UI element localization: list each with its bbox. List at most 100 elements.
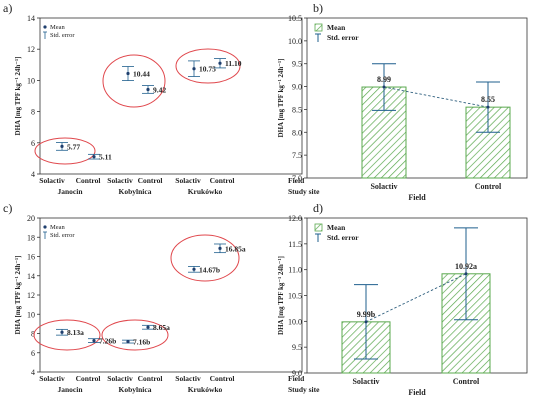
legend-entry: Std. error	[327, 233, 359, 242]
x-category-label: Solactiv	[175, 374, 201, 383]
y-tick-label: 9.0	[292, 369, 302, 378]
mean-point	[464, 272, 468, 276]
y-tick-label: 10.5	[288, 292, 302, 301]
data-label: 10.92a	[455, 262, 477, 271]
x-category-label: Control	[210, 374, 235, 383]
panel-label: d)	[313, 201, 323, 215]
x-group-label: Janocin	[57, 187, 83, 196]
x-tail-label: Field	[288, 176, 305, 185]
x-category-label: Control	[76, 176, 101, 185]
data-label: 8.55	[481, 95, 495, 104]
legend-mean-dot	[43, 25, 47, 29]
y-tick-label: 9.0	[292, 83, 302, 92]
y-tick-label: 4	[31, 170, 35, 179]
y-tick-label: 14	[27, 272, 35, 281]
x-group-label: Krukówko	[188, 385, 223, 394]
x-group-label: Janocin	[57, 385, 83, 394]
x-category-label: Solactiv	[175, 176, 201, 185]
legend-entry: Mean	[327, 223, 346, 232]
x-axis-label: Field	[408, 193, 426, 202]
y-tick-label: 7.5	[292, 151, 302, 160]
y-tick-label: 10.0	[288, 317, 302, 326]
mean-point	[60, 144, 64, 148]
group-ellipse	[102, 54, 166, 108]
x-category-label: Control	[210, 176, 235, 185]
data-label: 16.85a	[225, 244, 246, 253]
mean-point	[192, 267, 196, 271]
x-category-label: Solactiv	[107, 374, 133, 383]
y-tick-label: 6	[31, 349, 35, 358]
y-axis-label: DHA [mg TPF kg⁻¹ 24h⁻¹]	[14, 256, 22, 335]
mean-point	[126, 71, 130, 76]
panel-label: b)	[313, 1, 323, 15]
data-label: 7.16b	[133, 338, 150, 347]
y-tick-label: 8	[31, 330, 35, 339]
group-ellipse	[170, 234, 240, 282]
y-tick-label: 4	[31, 368, 35, 377]
legend-entry: Mean	[50, 224, 66, 231]
x-group-label: Krukówko	[188, 187, 223, 196]
x-category-label: Control	[138, 176, 163, 185]
mean-point	[192, 67, 196, 71]
x-category-label: Control	[453, 377, 480, 386]
panel-d: d) 9.0 9.5 10.0 10.5 11.0 11.5 12.0 DHA [mg TPF …	[277, 201, 528, 397]
x-category-label: Solactiv	[39, 176, 65, 185]
mean-point	[382, 85, 386, 89]
x-tail-label: Field	[288, 374, 305, 383]
mean-point	[218, 246, 222, 250]
legend-mean-swatch	[314, 23, 323, 32]
data-label: 8.65a	[153, 323, 170, 332]
panel-b: b) 7.0 7.5 8.0 8.5 9.0 9.5 10.0 10.5 DHA [mg TPF …	[277, 1, 528, 202]
data-label: 10.44	[133, 70, 150, 79]
y-tick-label: 10.5	[288, 14, 302, 23]
data-label: 5.11	[99, 153, 112, 162]
data-label: 5.77	[67, 142, 80, 151]
mean-point	[146, 325, 150, 329]
y-tick-label: 10	[27, 76, 35, 85]
plot-frame	[39, 17, 303, 175]
y-axis-label: DHA [mg TPF kg⁻¹ 24h⁻¹]	[277, 256, 285, 335]
y-tick-label: 11.5	[288, 240, 302, 249]
mean-point	[126, 339, 130, 344]
y-tick-label: 8.0	[292, 128, 302, 137]
mean-point	[486, 105, 490, 109]
mean-point	[218, 61, 222, 65]
mean-connector	[365, 273, 467, 323]
data-label: 8.13a	[67, 328, 84, 337]
x-tail-label: Study site	[288, 187, 320, 196]
group-ellipse	[34, 137, 96, 165]
y-tick-label: 14	[27, 14, 35, 23]
mean-point	[92, 339, 96, 343]
data-label: 14.67b	[199, 265, 220, 274]
x-category-label: Solactiv	[352, 377, 379, 386]
panel-label: c)	[3, 201, 12, 215]
y-tick-label: 6	[31, 139, 35, 148]
y-tick-label: 12	[27, 45, 35, 54]
x-category-label: Control	[475, 182, 502, 191]
x-category-label: Control	[76, 374, 101, 383]
x-group-label: Kobylnica	[119, 187, 152, 196]
data-label: 8.99	[377, 75, 391, 84]
y-tick-label: 8.5	[292, 105, 302, 114]
y-tick-label: 9.5	[292, 60, 302, 69]
y-tick-label: 7.0	[292, 174, 302, 183]
y-tick-label: 10.0	[288, 37, 302, 46]
x-category-label: Solactiv	[107, 176, 133, 185]
legend-mean-swatch	[314, 223, 323, 232]
plot-frame	[306, 17, 528, 179]
data-label: 9.99b	[357, 310, 376, 319]
data-label: 11.10	[225, 59, 242, 68]
mean-point	[60, 330, 64, 334]
y-tick-label: 10	[27, 310, 35, 319]
y-tick-label: 9.5	[292, 343, 302, 352]
y-axis-label: DHA [mg TPF kg⁻¹ 24h⁻¹]	[277, 59, 285, 138]
y-tick-label: 8	[31, 108, 35, 117]
x-category-label: Control	[138, 374, 163, 383]
legend-entry: Mean	[327, 23, 346, 32]
data-label: 10.75	[199, 65, 216, 74]
legend-entry: Std. error	[50, 232, 75, 239]
